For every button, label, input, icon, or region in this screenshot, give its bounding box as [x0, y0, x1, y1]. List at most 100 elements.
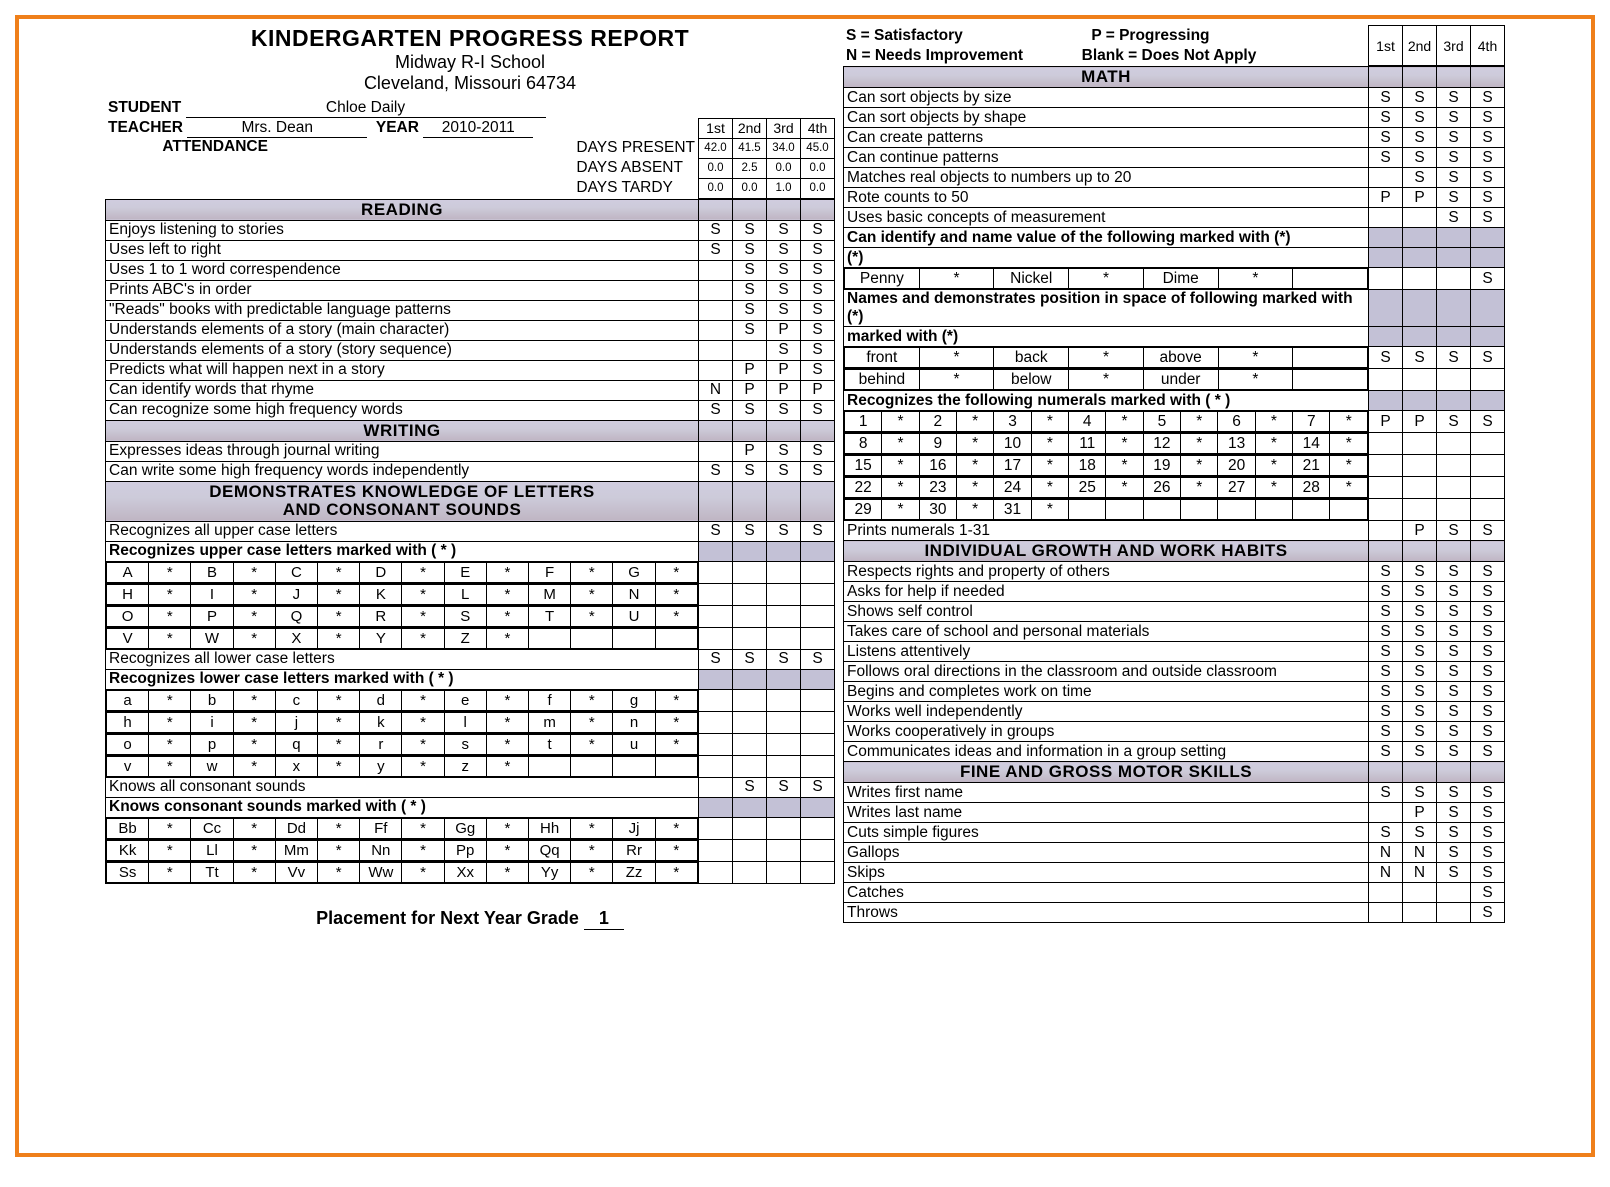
star-cell: * — [149, 584, 191, 604]
grade-cell: S — [1403, 783, 1437, 803]
letter-cell: Cc — [191, 818, 233, 838]
star-cell: * — [402, 712, 444, 732]
grade-cell — [1369, 208, 1403, 228]
letter-cell: J — [275, 584, 317, 604]
grade-cell: S — [1437, 562, 1471, 582]
year-label: YEAR — [376, 119, 419, 136]
star-cell: * — [233, 818, 275, 838]
skill-label: Begins and completes work on time — [844, 682, 1369, 702]
grade-cell: S — [1369, 722, 1403, 742]
grade-cell: S — [767, 260, 801, 280]
skill-label: Uses basic concepts of measurement — [844, 208, 1369, 228]
grade-cell: P — [733, 360, 767, 380]
grade-cell: S — [1437, 188, 1471, 208]
grade-cell: S — [801, 320, 835, 340]
grade-cell — [699, 340, 733, 360]
grade-cell: S — [1471, 843, 1505, 863]
letter-cell: k — [360, 712, 402, 732]
grade-cell: S — [767, 220, 801, 240]
grade-cell: P — [1403, 803, 1437, 823]
att-cell: 0.0 — [801, 178, 835, 198]
grade-cell: S — [1437, 843, 1471, 863]
grade-cell: S — [1403, 742, 1437, 762]
star-cell: * — [486, 584, 528, 604]
star-cell: * — [486, 628, 528, 648]
star-cell: * — [149, 690, 191, 710]
grade-cell: S — [1369, 702, 1403, 722]
grade-cell: S — [801, 340, 835, 360]
skill-label: Uses left to right — [106, 240, 699, 260]
section-banner: READING — [106, 199, 699, 220]
star-cell: * — [233, 584, 275, 604]
grade-cell: P — [801, 380, 835, 400]
grade-cell: S — [1471, 562, 1505, 582]
grade-cell — [699, 360, 733, 380]
grade-cell: S — [1471, 168, 1505, 188]
letter-cell: Qq — [529, 840, 571, 860]
letter-cell: Dd — [275, 818, 317, 838]
period-2: 2nd — [733, 118, 767, 138]
grade-cell: S — [767, 280, 801, 300]
grade-cell: S — [1403, 622, 1437, 642]
star-cell: * — [402, 562, 444, 582]
grade-cell: S — [1471, 602, 1505, 622]
period-4: 4th — [801, 118, 835, 138]
att-cell: 0.0 — [733, 178, 767, 198]
placement-grade: 1 — [584, 908, 624, 930]
section-banner: DEMONSTRATES KNOWLEDGE OF LETTERSAND CON… — [106, 481, 699, 521]
grade-cell: S — [1437, 88, 1471, 108]
grade-cell: S — [767, 461, 801, 481]
grade-cell: S — [1471, 642, 1505, 662]
grade-cell: S — [1369, 742, 1403, 762]
grade-cell: S — [1437, 863, 1471, 883]
star-cell: * — [655, 690, 697, 710]
grade-cell: N — [1403, 843, 1437, 863]
letter-cell: Z — [444, 628, 486, 648]
grade-cell: S — [1403, 602, 1437, 622]
grade-cell: S — [1471, 682, 1505, 702]
section-banner: INDIVIDUAL GROWTH AND WORK HABITS — [844, 541, 1369, 562]
grade-cell: S — [801, 441, 835, 461]
letter-cell: d — [360, 690, 402, 710]
period-1r: 1st — [1369, 26, 1403, 66]
grade-cell: S — [1471, 783, 1505, 803]
left-skills-table: READINGEnjoys listening to storiesSSSSUs… — [105, 199, 835, 884]
grade-cell: S — [1437, 622, 1471, 642]
grade-cell: S — [733, 280, 767, 300]
grade-cell: S — [733, 220, 767, 240]
skill-label: Works well independently — [844, 702, 1369, 722]
skill-label: Uses 1 to 1 word correspendence — [106, 260, 699, 280]
att-cell: 1.0 — [767, 178, 801, 198]
grade-cell: S — [801, 280, 835, 300]
att-cell: 41.5 — [733, 138, 767, 158]
grade-cell: S — [1471, 188, 1505, 208]
star-cell: * — [233, 628, 275, 648]
star-cell: * — [486, 840, 528, 860]
star-cell: * — [486, 756, 528, 776]
skill-label: Skips — [844, 863, 1369, 883]
grade-cell: S — [699, 400, 733, 420]
skill-label: Can identify words that rhyme — [106, 380, 699, 400]
star-cell — [655, 628, 697, 648]
skill-label: Expresses ideas through journal writing — [106, 441, 699, 461]
sub-label: Names and demonstrates position in space… — [844, 290, 1369, 327]
letter-cell: U — [613, 606, 655, 626]
skill-label: Can write some high frequency words inde… — [106, 461, 699, 481]
grade-cell — [699, 777, 733, 797]
grade-cell — [1403, 883, 1437, 903]
grade-cell: S — [1471, 823, 1505, 843]
grade-cell: S — [1437, 208, 1471, 228]
attendance-label: ATTENDANCE — [162, 138, 268, 155]
star-cell: * — [402, 862, 444, 882]
star-cell: * — [655, 562, 697, 582]
student-name: Chloe Daily — [186, 99, 546, 118]
star-cell: * — [149, 818, 191, 838]
days-absent-label: DAYS ABSENT — [576, 159, 683, 176]
grade-cell — [699, 320, 733, 340]
grade-cell: S — [733, 320, 767, 340]
grade-cell: S — [1369, 562, 1403, 582]
letter-cell: Zz — [613, 862, 655, 882]
grade-cell: S — [1437, 702, 1471, 722]
star-cell: * — [486, 606, 528, 626]
grade-cell: N — [1369, 843, 1403, 863]
